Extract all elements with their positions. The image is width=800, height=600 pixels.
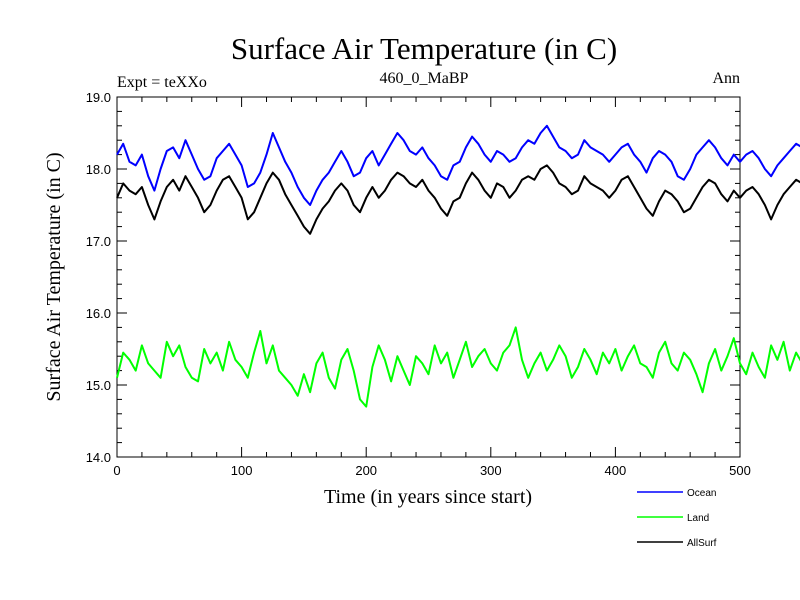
y-tick-label: 18.0 (86, 162, 111, 177)
y-tick-label: 15.0 (86, 378, 111, 393)
x-tick-label: 500 (729, 463, 751, 478)
x-tick-label: 300 (480, 463, 502, 478)
x-tick-label: 100 (231, 463, 253, 478)
series-line-allsurf (116, 164, 800, 235)
axis-ticks: 0 100 200 300 400 500 14.0 15.0 16.0 17.0 18.0 19.0 (86, 90, 751, 478)
y-tick-label: 17.0 (86, 234, 111, 249)
plot-area (116, 96, 741, 458)
x-tick-label: 0 (113, 463, 120, 478)
series-line-land (116, 326, 800, 408)
period-label: 460_0_MaBP (380, 70, 469, 87)
y-tick-label: 16.0 (86, 306, 111, 321)
legend-label-ocean: Ocean (687, 488, 716, 499)
series-lines (116, 124, 800, 408)
y-tick-label: 14.0 (86, 450, 111, 465)
x-tick-label: 400 (605, 463, 627, 478)
y-axis-label: Surface Air Temperature (in C) (43, 152, 65, 401)
experiment-label: Expt = teXXo (117, 74, 207, 91)
legend: Ocean Land AllSurf (637, 488, 717, 549)
legend-label-land: Land (687, 513, 709, 524)
series-line-ocean (116, 124, 800, 206)
chart-title: Surface Air Temperature (in C) (231, 31, 617, 66)
x-axis-label: Time (in years since start) (324, 486, 532, 508)
x-tick-label: 200 (355, 463, 377, 478)
plot-frame (116, 96, 741, 458)
season-label: Ann (712, 70, 740, 87)
legend-label-allsurf: AllSurf (687, 538, 717, 549)
y-tick-label: 19.0 (86, 90, 111, 105)
